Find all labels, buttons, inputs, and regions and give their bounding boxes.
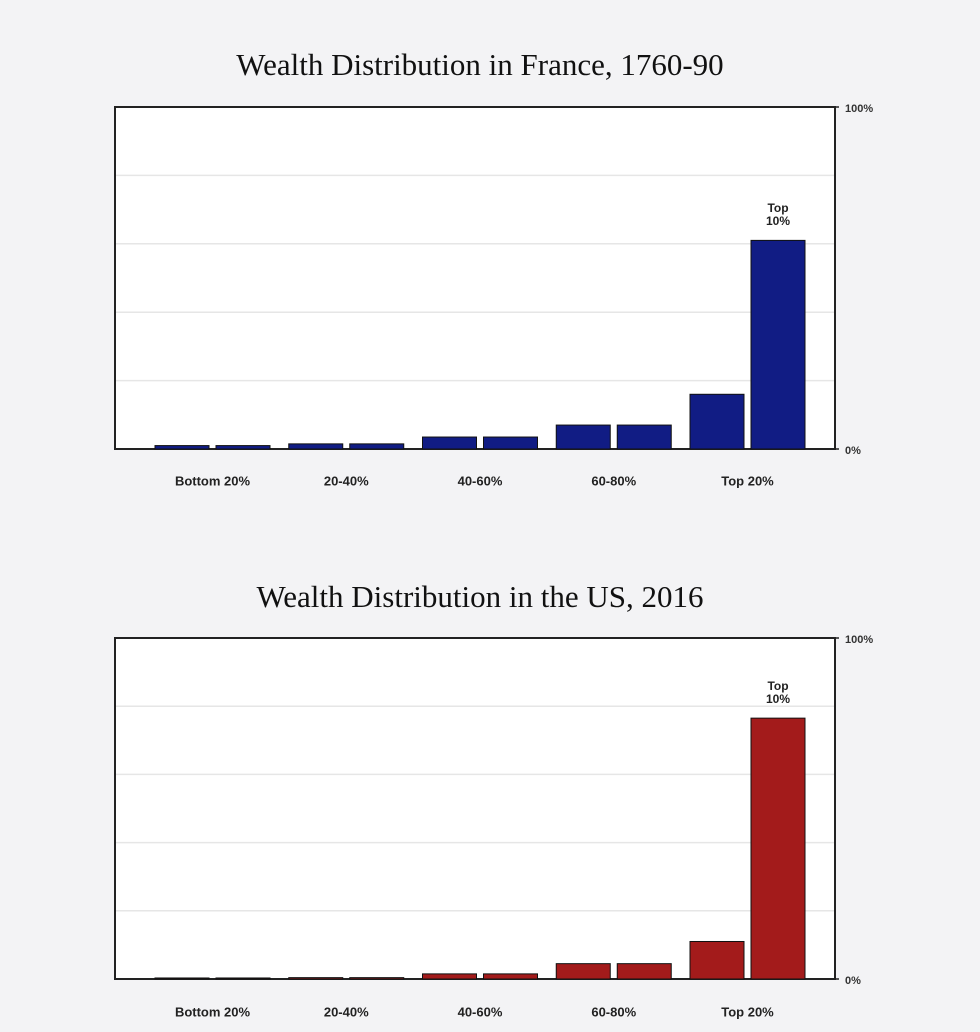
bar: [555, 963, 611, 980]
bar: [422, 973, 477, 980]
bar: [616, 424, 672, 450]
annotation-box: Top 10%: [765, 680, 791, 707]
bar: [616, 963, 672, 980]
x-tick-label: Top 20%: [721, 1004, 774, 1019]
plot-area: [114, 637, 836, 980]
bar: [689, 940, 745, 980]
bar: [154, 977, 210, 980]
annotation: Top 10%: [765, 202, 791, 229]
bar: [288, 443, 344, 450]
y-tick-label: 0%: [845, 975, 861, 987]
annotation-box: Top 10%: [765, 202, 791, 229]
x-tick-label: 60-80%: [591, 1004, 636, 1019]
bar: [215, 977, 271, 980]
bar: [750, 717, 806, 980]
bar: [555, 424, 611, 450]
y-tick-label: 0%: [845, 445, 861, 457]
y-tick-label: 100%: [845, 634, 873, 646]
bar: [422, 436, 477, 450]
y-tick-label: 100%: [845, 103, 873, 115]
bar: [689, 393, 745, 450]
x-tick-label: Top 20%: [721, 473, 774, 488]
x-tick-label: Bottom 20%: [175, 473, 251, 488]
bar: [349, 443, 405, 450]
bar: [154, 445, 210, 450]
x-tick-label: 20-40%: [324, 473, 369, 488]
x-tick-label: 20-40%: [324, 1004, 369, 1019]
bar: [349, 977, 405, 980]
bar: [750, 239, 806, 450]
bar: [288, 977, 344, 980]
chart-title: Wealth Distribution in the US, 2016: [257, 579, 704, 614]
bar: [215, 445, 271, 450]
annotation: Top 10%: [765, 680, 791, 707]
chart-title: Wealth Distribution in France, 1760-90: [236, 47, 723, 82]
plot-area: [114, 106, 836, 450]
bar: [483, 436, 538, 450]
x-tick-label: 40-60%: [458, 473, 503, 488]
x-tick-label: 60-80%: [591, 473, 636, 488]
x-tick-label: 40-60%: [458, 1004, 503, 1019]
x-tick-label: Bottom 20%: [175, 1004, 251, 1019]
bar: [483, 973, 538, 980]
